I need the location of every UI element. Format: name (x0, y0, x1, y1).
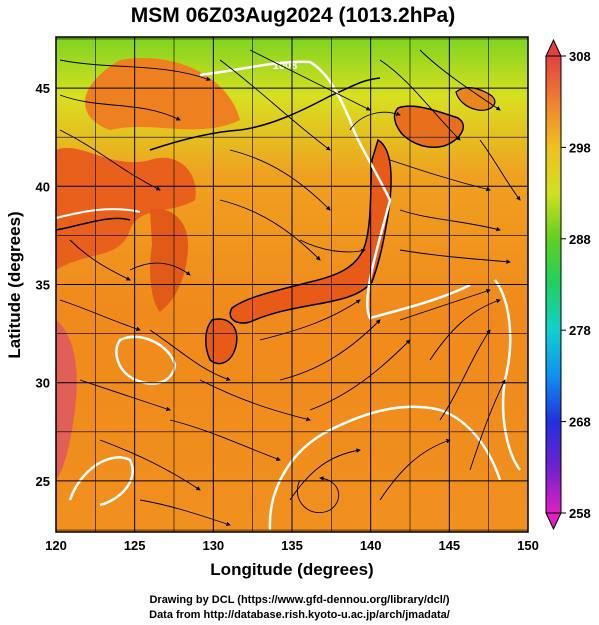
streamline (59, 94, 181, 121)
pressure-contour (268, 405, 502, 531)
colorbar-bottom-triangle (545, 512, 562, 531)
streamline (296, 476, 340, 514)
streamline (149, 329, 231, 381)
map-title: MSM 06Z03Aug2024 (1013.2hPa) (131, 4, 455, 27)
x-tick-label: 150 (517, 538, 539, 553)
grid (56, 37, 528, 532)
colorbar-tick-label: 258 (569, 506, 591, 521)
pressure-contour (56, 208, 141, 219)
streamline (379, 59, 461, 141)
streamline (299, 239, 366, 254)
streamline (399, 289, 491, 321)
x-axis-label: Longitude (degrees) (210, 560, 373, 579)
streamline (309, 339, 411, 411)
streamline (389, 159, 491, 192)
streamline (419, 49, 501, 111)
streamline (469, 379, 506, 471)
streamline (259, 299, 361, 341)
credit-drawing: Drawing by DCL (https://www.gfd-dennou.o… (149, 594, 450, 606)
colorbar-ticks: 258 268 278 288 298 308 (561, 49, 591, 521)
y-tick-label: 45 (36, 81, 50, 96)
y-tick-label: 30 (36, 376, 50, 391)
streamline (439, 329, 491, 421)
x-tick-label: 130 (202, 538, 224, 553)
credit-data: Data from http://database.rish.kyoto-u.a… (149, 609, 450, 621)
streamline (399, 209, 501, 232)
streamline (99, 439, 201, 491)
y-tick-label: 40 (36, 179, 50, 194)
continent-coastline (56, 77, 381, 231)
colorbar-top-triangle (545, 38, 562, 57)
colorbar-tick-label: 288 (569, 232, 591, 247)
streamline (479, 139, 521, 201)
x-tick-labels: 120 125 130 135 140 145 150 (45, 538, 539, 553)
streamline (169, 419, 281, 461)
plot-frame (55, 36, 529, 533)
x-tick-label: 140 (360, 538, 382, 553)
streamline (199, 379, 311, 422)
colorbar-tick-label: 298 (569, 140, 591, 155)
japan-honshu (229, 138, 392, 324)
streamline (249, 49, 371, 111)
x-tick-label: 145 (438, 538, 460, 553)
streamline (129, 262, 191, 276)
china-coast-hot (56, 320, 77, 480)
pressure-contour (115, 335, 177, 385)
streamline (429, 299, 501, 361)
pressure-contour (68, 456, 134, 507)
y-tick-label: 35 (36, 278, 50, 293)
colorbar-tick-label: 268 (569, 415, 591, 430)
x-tick-label: 125 (124, 538, 146, 553)
pressure-contour (199, 60, 471, 320)
korea-peninsula (150, 209, 189, 312)
streamline (139, 499, 231, 526)
x-tick-label: 120 (45, 538, 67, 553)
streamline (229, 149, 331, 211)
streamlines (59, 49, 521, 526)
colorbar-tick-label: 278 (569, 323, 591, 338)
y-tick-label: 25 (36, 474, 50, 489)
x-tick-label: 135 (281, 538, 303, 553)
y-tick-labels: 25 30 35 40 45 (36, 81, 50, 489)
streamline (219, 199, 321, 261)
y-axis-label: Latitude (degrees) (5, 211, 24, 358)
streamline (59, 129, 161, 191)
streamline (289, 448, 361, 501)
colorbar: 258 268 278 288 298 308 (545, 38, 591, 531)
colorbar-gradient (545, 55, 562, 514)
streamline (399, 249, 511, 264)
streamline (69, 239, 131, 281)
streamline (379, 439, 451, 501)
streamline (59, 299, 141, 331)
streamline (219, 59, 331, 151)
streamline (349, 111, 401, 131)
colorbar-tick-label: 308 (569, 49, 591, 64)
contour-label: 1008 (273, 60, 297, 72)
